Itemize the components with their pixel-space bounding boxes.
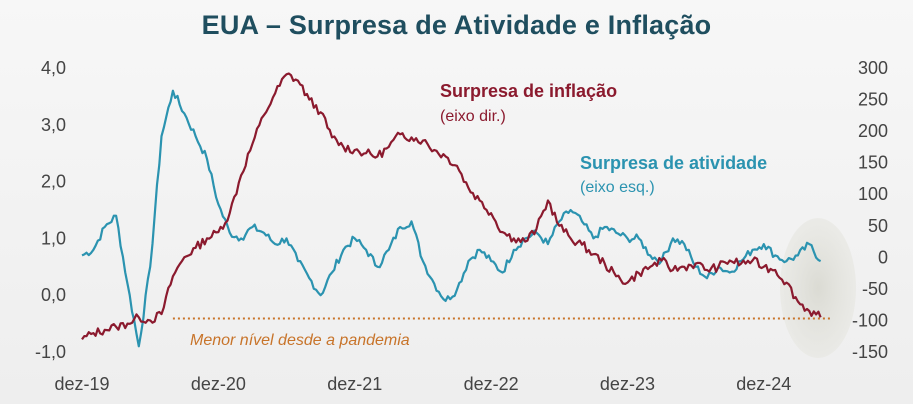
activity-axis-note: (eixo esq.)	[580, 179, 655, 196]
right-axis-tick: 300	[858, 58, 888, 78]
right-axis-tick: 150	[858, 153, 888, 173]
right-axis-tick: -100	[852, 310, 888, 330]
series-line-inflation	[81, 72, 822, 341]
right-axis-tick: 250	[858, 90, 888, 110]
x-axis-tick: dez-19	[54, 374, 109, 394]
left-axis-tick: -1,0	[35, 342, 66, 362]
x-axis-tick: dez-24	[736, 374, 791, 394]
left-axis-tick: 3,0	[41, 115, 66, 135]
x-axis-tick: dez-21	[327, 374, 382, 394]
right-axis-tick: -50	[862, 279, 888, 299]
left-axis-tick: 1,0	[41, 228, 66, 248]
x-axis-tick: dez-23	[600, 374, 655, 394]
right-axis-tick: 100	[858, 184, 888, 204]
x-axis-tick: dez-22	[464, 374, 519, 394]
right-axis-tick: 50	[868, 216, 888, 236]
inflation-axis-note: (eixo dir.)	[440, 108, 506, 125]
chart-title: EUA – Surpresa de Atividade e Inflação	[201, 10, 712, 40]
right-axis-tick: 200	[858, 121, 888, 141]
left-axis-tick: 2,0	[41, 172, 66, 192]
left-axis-tick: 4,0	[41, 58, 66, 78]
left-axis-tick: 0,0	[41, 285, 66, 305]
min-level-label: Menor nível desde a pandemia	[190, 332, 410, 349]
x-axis-tick: dez-20	[191, 374, 246, 394]
series-line-activity	[81, 89, 822, 348]
inflation-series-label: Surpresa de inflação	[440, 81, 617, 101]
right-axis-tick: -150	[852, 342, 888, 362]
activity-series-label: Surpresa de atividade	[580, 153, 767, 173]
right-axis-tick: 0	[878, 247, 888, 267]
